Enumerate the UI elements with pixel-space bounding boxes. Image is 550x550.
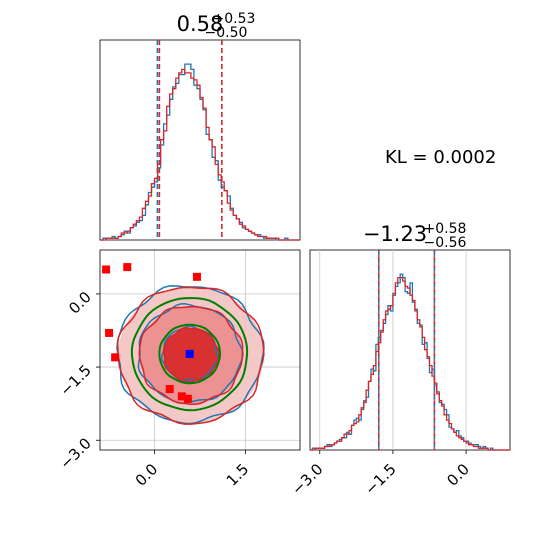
contour-frame — [99, 249, 301, 451]
hist-y-panel: −3.0 −1.5 0.0 −1.23 +0.58 −0.56 — [288, 221, 511, 499]
contour-x-tick-label: 0.0 — [132, 460, 162, 490]
contour-panel: 0.0 1.5 0.0 −1.5 −3.0 — [56, 249, 301, 490]
contour-green-level — [130, 297, 249, 412]
hist-y-title-lower: −0.56 — [424, 235, 467, 251]
hist-x-frame — [99, 39, 301, 241]
marker-red-square — [111, 353, 120, 362]
contour-x-tick-label: 1.5 — [223, 460, 253, 490]
hist-y-blue-series — [310, 273, 510, 451]
contour-red-level — [138, 305, 244, 406]
contour-sample-point — [124, 384, 126, 387]
hist-x-title-lower: −0.50 — [205, 25, 248, 41]
marker-red-square — [192, 272, 201, 281]
hist-y-red-series — [310, 276, 510, 451]
hist-y-title-median: −1.23 — [363, 222, 427, 246]
marker-red-square — [183, 394, 192, 403]
hist-x-panel: 0.58 +0.53 −0.50 — [99, 11, 301, 241]
marker-blue-square — [185, 349, 194, 358]
marker-red-square — [105, 328, 114, 337]
hist-y-x-tick-label: −3.0 — [288, 460, 326, 498]
marker-red-square — [102, 265, 111, 274]
marker-red-square — [177, 392, 186, 401]
marker-red-square — [123, 263, 132, 272]
hist-y-title-upper: +0.58 — [424, 221, 467, 237]
hist-x-title: 0.58 — [177, 12, 224, 36]
hist-y-frame — [309, 249, 511, 451]
hist-y-x-tick-label: 0.0 — [443, 460, 473, 490]
hist-x-title-upper: +0.53 — [213, 11, 256, 27]
contour-green-level — [158, 323, 222, 385]
contour-y-tick-label: −1.5 — [56, 361, 94, 399]
marker-red-square — [165, 385, 174, 394]
hist-x-red-series — [100, 68, 300, 241]
kl-divergence-label: KL = 0.0002 — [385, 147, 497, 168]
contour-sample-point — [266, 366, 268, 368]
hist-y-x-tick-label: −1.5 — [361, 460, 399, 498]
hist-x-title-median: 0.58 — [177, 12, 224, 36]
contour-y-tick-label: −3.0 — [56, 434, 94, 472]
contour-y-tick-label: 0.0 — [65, 288, 95, 318]
